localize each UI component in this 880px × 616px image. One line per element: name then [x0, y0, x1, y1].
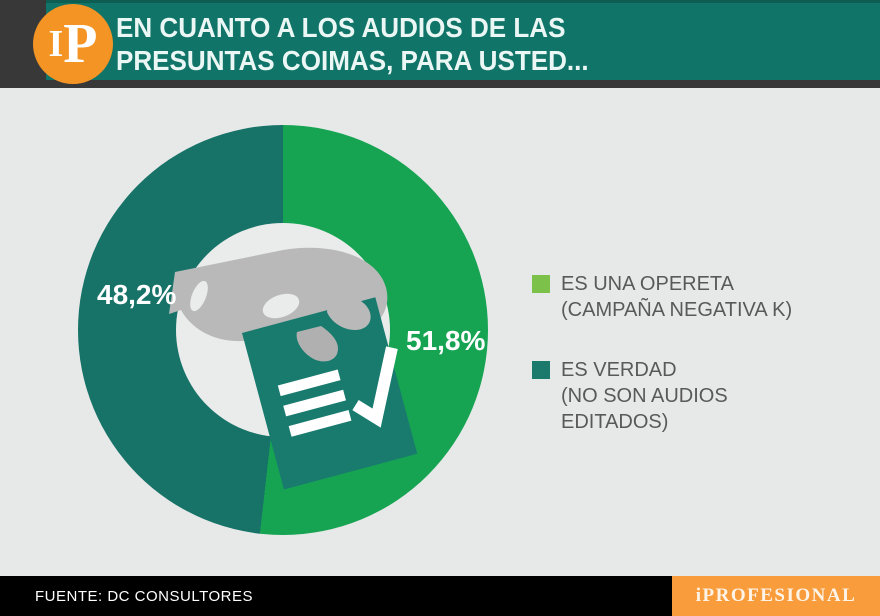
hand-casting-ballot-icon: [169, 247, 418, 490]
chart-legend: ES UNA OPERETA (CAMPAÑA NEGATIVA K) ES V…: [532, 271, 862, 469]
title-line-1: EN CUANTO A LOS AUDIOS DE LAS: [116, 12, 566, 43]
source-text: FUENTE: DC CONSULTORES: [35, 587, 253, 605]
knuckles-shape: [327, 294, 371, 330]
header-bottom-strip: [0, 80, 880, 88]
legend-text: ES UNA OPERETA (CAMPAÑA NEGATIVA K): [561, 271, 792, 323]
title-line-2: PRESUNTAS COIMAS, PARA USTED...: [116, 45, 589, 76]
ballot-text-line: [277, 369, 341, 397]
legend-line: (CAMPAÑA NEGATIVA K): [561, 299, 793, 321]
legend-line: ES UNA OPERETA: [561, 273, 735, 295]
chart-area: 48,2% 51,8% ES UNA OPERETA (CAMPAÑA NEGA…: [0, 88, 880, 576]
page-title: EN CUANTO A LOS AUDIOS DE LAS PRESUNTAS …: [116, 11, 589, 77]
ballot-check-icon: [352, 346, 398, 428]
legend-line: EDITADOS): [561, 411, 669, 433]
legend-line: (NO SON AUDIOS: [561, 385, 728, 407]
legend-item-opereta: ES UNA OPERETA (CAMPAÑA NEGATIVA K): [532, 271, 862, 323]
cuff-notch: [190, 280, 208, 312]
legend-swatch: [532, 275, 550, 293]
logo-letter-i: I: [48, 23, 64, 65]
legend-swatch: [532, 361, 550, 379]
legend-item-verdad: ES VERDAD (NO SON AUDIOS EDITADOS): [532, 357, 862, 435]
finger-gap: [262, 293, 300, 319]
green-slice-label: 51,8%: [406, 325, 486, 356]
logo-letter-p: P: [63, 13, 98, 75]
ballot-text-line: [283, 389, 346, 417]
legend-text: ES VERDAD (NO SON AUDIOS EDITADOS): [561, 357, 728, 435]
ballot-paper: [242, 297, 418, 490]
teal-slice-label: 48,2%: [97, 279, 177, 310]
iprofesional-brand: iPROFESIONAL: [672, 576, 880, 616]
footer-bar: FUENTE: DC CONSULTORES iPROFESIONAL: [0, 576, 880, 616]
legend-line: ES VERDAD: [561, 359, 677, 381]
ballot-text-line: [288, 410, 352, 437]
fingertips-shape: [296, 326, 339, 362]
